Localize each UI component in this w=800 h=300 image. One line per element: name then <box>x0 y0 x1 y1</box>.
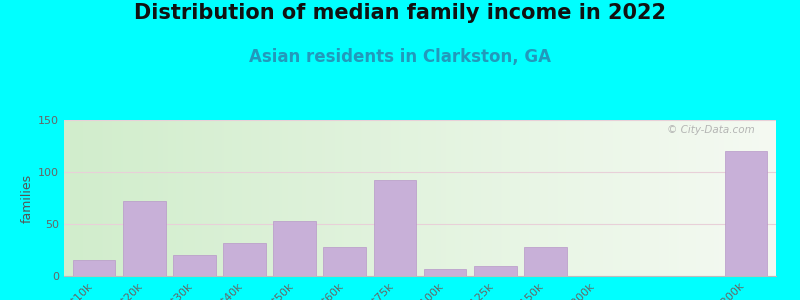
Bar <box>524 247 566 276</box>
Bar <box>73 260 115 276</box>
Text: Asian residents in Clarkston, GA: Asian residents in Clarkston, GA <box>249 48 551 66</box>
Bar <box>274 221 316 276</box>
Bar <box>424 269 466 276</box>
Text: Distribution of median family income in 2022: Distribution of median family income in … <box>134 3 666 23</box>
Bar <box>173 255 216 276</box>
Bar <box>123 201 166 276</box>
Bar <box>725 151 767 276</box>
Bar <box>474 266 517 276</box>
Text: © City-Data.com: © City-Data.com <box>667 125 754 135</box>
Bar <box>374 180 416 276</box>
Y-axis label: families: families <box>21 173 34 223</box>
Bar <box>323 247 366 276</box>
Bar <box>223 243 266 276</box>
